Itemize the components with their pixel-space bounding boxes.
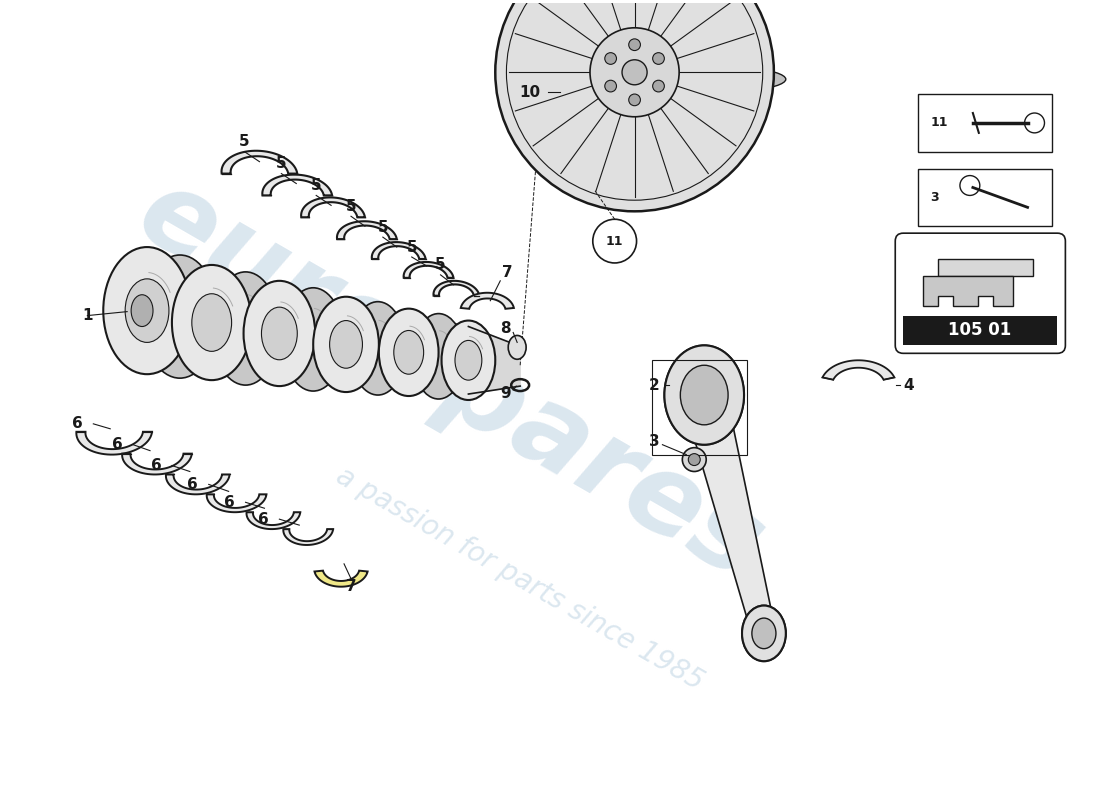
Ellipse shape: [752, 618, 776, 649]
Ellipse shape: [742, 606, 785, 661]
Ellipse shape: [142, 255, 218, 378]
Text: 6: 6: [72, 416, 82, 431]
Polygon shape: [461, 293, 514, 309]
Text: 3: 3: [931, 191, 938, 204]
Circle shape: [495, 0, 774, 211]
Polygon shape: [122, 454, 191, 474]
Text: 6: 6: [258, 512, 268, 526]
Text: 6: 6: [112, 437, 122, 452]
Ellipse shape: [131, 294, 153, 326]
Polygon shape: [923, 276, 1013, 306]
Polygon shape: [823, 360, 894, 380]
Ellipse shape: [680, 366, 728, 425]
Text: 11: 11: [606, 234, 624, 248]
Bar: [918, 94, 1053, 152]
Ellipse shape: [211, 272, 279, 385]
Ellipse shape: [262, 307, 297, 360]
Text: 105 01: 105 01: [948, 322, 1011, 339]
Polygon shape: [211, 274, 279, 378]
Text: 8: 8: [499, 321, 510, 336]
Ellipse shape: [191, 294, 232, 351]
Text: 5: 5: [276, 156, 287, 171]
Text: 9: 9: [499, 386, 510, 401]
Polygon shape: [246, 512, 300, 529]
Text: 1: 1: [82, 308, 92, 323]
Ellipse shape: [441, 321, 495, 400]
Ellipse shape: [103, 247, 190, 374]
Ellipse shape: [330, 321, 363, 368]
Text: a passion for parts since 1985: a passion for parts since 1985: [331, 462, 708, 696]
Polygon shape: [301, 198, 365, 218]
Text: 6: 6: [224, 494, 235, 510]
Circle shape: [652, 80, 664, 92]
Ellipse shape: [378, 309, 439, 396]
Ellipse shape: [508, 335, 526, 359]
Ellipse shape: [394, 330, 424, 374]
Polygon shape: [315, 570, 367, 586]
Text: 5: 5: [436, 258, 446, 273]
Text: 5: 5: [311, 178, 321, 193]
Ellipse shape: [680, 366, 728, 425]
Ellipse shape: [350, 302, 406, 395]
Circle shape: [605, 53, 616, 64]
Text: 6: 6: [151, 458, 162, 473]
Polygon shape: [221, 150, 297, 174]
Bar: [918, 169, 1053, 226]
Polygon shape: [346, 304, 409, 390]
Polygon shape: [404, 262, 453, 278]
Circle shape: [593, 219, 637, 263]
Ellipse shape: [412, 314, 464, 399]
Polygon shape: [469, 326, 520, 394]
Circle shape: [621, 60, 647, 85]
Ellipse shape: [243, 281, 316, 386]
Text: 5: 5: [239, 134, 250, 150]
Ellipse shape: [283, 288, 344, 391]
Polygon shape: [166, 474, 230, 494]
Text: 7: 7: [345, 579, 356, 594]
Text: 5: 5: [345, 199, 356, 214]
Ellipse shape: [742, 606, 785, 661]
Text: 2: 2: [649, 378, 660, 393]
Text: 5: 5: [377, 220, 388, 234]
Polygon shape: [372, 242, 426, 259]
Polygon shape: [147, 257, 211, 371]
Ellipse shape: [664, 346, 744, 445]
Text: 10: 10: [519, 85, 541, 100]
Text: 4: 4: [903, 378, 913, 393]
Polygon shape: [262, 174, 332, 195]
Ellipse shape: [752, 618, 776, 649]
Bar: [652, 360, 747, 454]
Ellipse shape: [455, 341, 482, 380]
Polygon shape: [409, 315, 469, 394]
Polygon shape: [938, 259, 1033, 276]
Ellipse shape: [314, 297, 378, 392]
Polygon shape: [683, 390, 776, 636]
Circle shape: [629, 39, 640, 50]
Text: 5: 5: [406, 239, 417, 254]
Text: eurospares: eurospares: [120, 158, 781, 602]
Polygon shape: [279, 289, 346, 385]
FancyBboxPatch shape: [895, 233, 1066, 354]
Text: 7: 7: [502, 266, 513, 280]
Circle shape: [605, 80, 616, 92]
Text: 6: 6: [187, 477, 198, 492]
Polygon shape: [433, 281, 480, 296]
Circle shape: [629, 94, 640, 106]
Ellipse shape: [125, 279, 169, 342]
Circle shape: [652, 53, 664, 64]
Circle shape: [682, 448, 706, 471]
Polygon shape: [207, 494, 266, 512]
Text: 3: 3: [649, 434, 660, 450]
Text: 11: 11: [931, 117, 947, 130]
Ellipse shape: [507, 61, 785, 98]
Polygon shape: [284, 529, 333, 545]
Bar: [903, 315, 1057, 346]
Circle shape: [590, 28, 679, 117]
Ellipse shape: [664, 346, 744, 445]
Ellipse shape: [172, 265, 252, 380]
Polygon shape: [76, 432, 152, 454]
Polygon shape: [337, 222, 397, 239]
Circle shape: [689, 454, 701, 466]
